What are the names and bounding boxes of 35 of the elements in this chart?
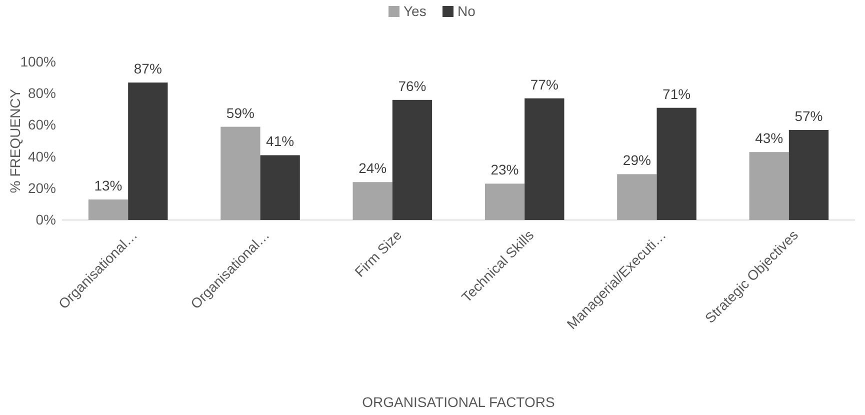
data-label: 76% — [398, 78, 426, 94]
data-label: 77% — [530, 76, 558, 92]
data-label: 57% — [794, 108, 823, 124]
bar — [392, 100, 432, 220]
data-label: 24% — [358, 160, 387, 176]
data-label: 43% — [755, 130, 784, 146]
y-tick-label: 80% — [28, 85, 56, 102]
data-label: 13% — [94, 177, 122, 194]
bar — [524, 98, 564, 220]
bar — [484, 184, 525, 220]
legend-label: Yes — [404, 3, 426, 19]
data-label: 29% — [622, 152, 651, 168]
x-axis-title: ORGANISATIONAL FACTORS — [362, 394, 555, 410]
y-axis-title: % FREQUENCY — [7, 88, 23, 194]
bar — [656, 108, 696, 220]
y-tick-label: 60% — [28, 116, 56, 133]
bar — [749, 152, 789, 220]
data-label: 23% — [490, 162, 519, 178]
data-label: 71% — [662, 86, 691, 102]
y-tick-label: 100% — [20, 53, 56, 70]
data-label: 87% — [134, 60, 162, 77]
data-label: 41% — [266, 133, 294, 150]
y-tick-label: 0% — [36, 211, 56, 228]
y-tick-label: 20% — [28, 180, 56, 196]
bar — [352, 182, 392, 220]
bar — [128, 82, 168, 220]
legend-label: No — [458, 3, 476, 19]
bar — [617, 174, 657, 220]
bar — [88, 199, 128, 220]
y-tick-label: 40% — [28, 148, 56, 164]
bar — [788, 130, 829, 220]
data-label: 59% — [226, 104, 254, 121]
x-tick-label: Firm Size — [351, 226, 405, 280]
bar — [260, 155, 300, 220]
bar — [220, 126, 260, 220]
